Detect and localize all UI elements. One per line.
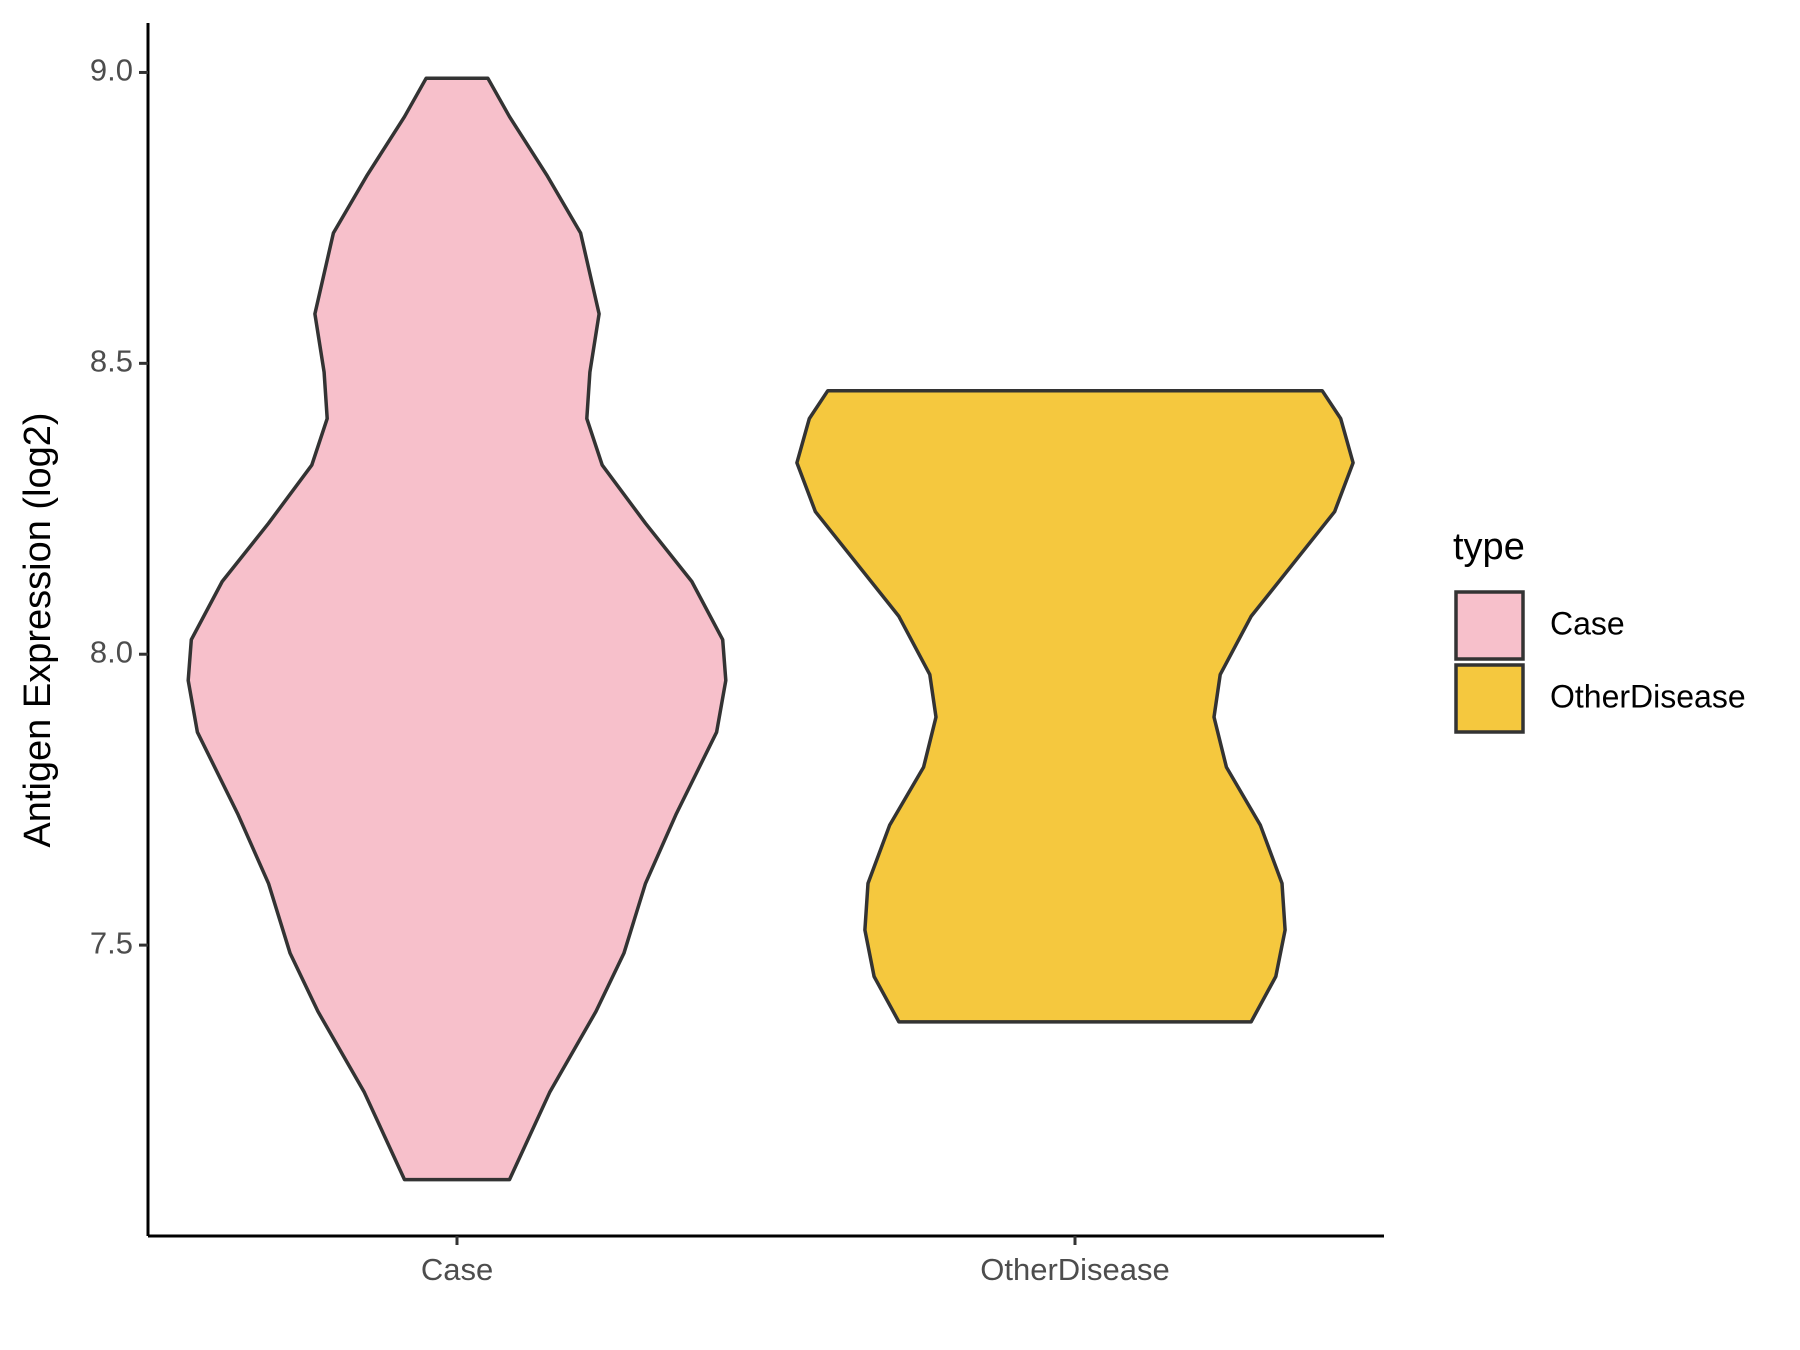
violin	[186, 76, 728, 1182]
violin	[795, 388, 1355, 1024]
y-tick-label: 7.5	[90, 925, 133, 960]
y-axis-title: Antigen Expression (log2)	[17, 412, 59, 847]
x-tick-label: Case	[421, 1252, 493, 1287]
legend-key	[1454, 663, 1525, 734]
y-tick-label: 8.0	[90, 634, 133, 669]
y-tick-label: 9.0	[90, 53, 133, 88]
y-tick-label: 8.5	[90, 344, 133, 379]
legend-label: OtherDisease	[1550, 678, 1746, 714]
x-tick-label: OtherDisease	[980, 1252, 1170, 1287]
legend-key	[1454, 590, 1525, 661]
legend-title: type	[1453, 526, 1525, 568]
legend-label: Case	[1550, 605, 1625, 641]
